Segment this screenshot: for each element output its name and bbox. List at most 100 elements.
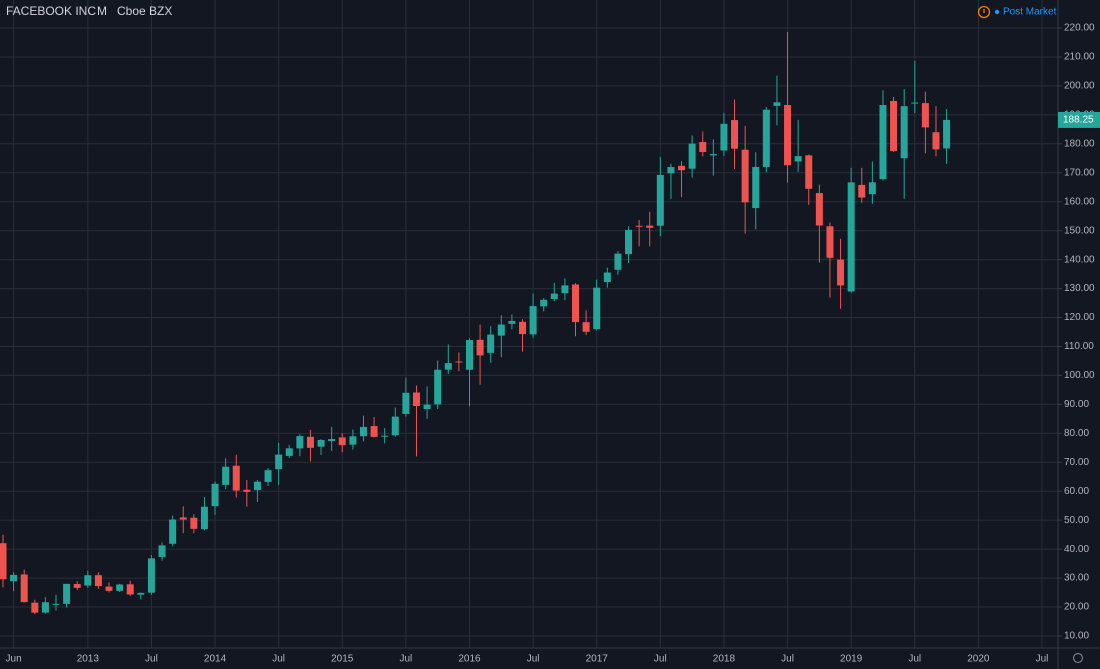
y-tick-label: 20.00 xyxy=(1064,602,1089,613)
x-tick-label: 2016 xyxy=(458,654,481,665)
x-tick-label: Jul xyxy=(781,654,794,665)
candle-body xyxy=(455,361,463,363)
candle-body xyxy=(391,416,399,436)
y-tick-label: 120.00 xyxy=(1064,312,1095,323)
candle-body xyxy=(73,584,81,588)
candle-body xyxy=(52,603,60,605)
candle-body xyxy=(752,166,760,209)
candle-body xyxy=(105,586,113,591)
candle-body xyxy=(243,489,251,492)
x-tick-label: Jul xyxy=(1036,654,1049,665)
gear[interactable] xyxy=(1072,652,1084,664)
y-tick-label: 70.00 xyxy=(1064,457,1089,468)
settings-icon[interactable] xyxy=(1072,652,1084,664)
y-tick-label: 170.00 xyxy=(1064,167,1095,178)
candle-body xyxy=(434,369,442,405)
session-dot xyxy=(994,9,1000,15)
candle-body xyxy=(126,584,134,595)
candle-body xyxy=(921,103,929,128)
candle-body xyxy=(147,558,155,593)
candle-body xyxy=(518,321,526,335)
y-tick-label: 210.00 xyxy=(1064,52,1095,63)
candle-body xyxy=(678,165,686,171)
candle-body xyxy=(296,436,304,449)
candle-body xyxy=(41,602,49,613)
candle-body xyxy=(614,253,622,270)
candle-body xyxy=(688,143,696,169)
session-label[interactable]: Post Market xyxy=(1003,7,1057,18)
y-tick-label: 180.00 xyxy=(1064,138,1095,149)
candle-body xyxy=(222,466,230,485)
candle-body xyxy=(349,436,357,445)
candle-body xyxy=(412,392,420,407)
candle-body xyxy=(731,120,739,149)
candle-body xyxy=(667,167,675,174)
candle-body xyxy=(317,439,325,447)
candle-body xyxy=(444,363,452,370)
x-tick-label: 2015 xyxy=(331,654,354,665)
candle-body xyxy=(656,174,664,226)
candle-body xyxy=(625,229,633,255)
symbol[interactable]: FACEBOOK INC xyxy=(6,4,96,18)
candle-body xyxy=(794,156,802,162)
x-tick-label: 2017 xyxy=(586,654,609,665)
candle-body xyxy=(932,132,940,150)
y-tick-label: 100.00 xyxy=(1064,370,1095,381)
x-tick-label: 2014 xyxy=(204,654,227,665)
candle-body xyxy=(868,182,876,195)
candle-body xyxy=(487,334,495,353)
candle-body xyxy=(476,339,484,356)
candle-body xyxy=(858,184,866,198)
interval[interactable]: M xyxy=(97,4,107,18)
candle-body xyxy=(338,437,346,446)
y-tick-label: 150.00 xyxy=(1064,225,1095,236)
exchange: Cboe BZX xyxy=(117,4,172,18)
candle-body xyxy=(359,426,367,437)
candle-body xyxy=(190,517,198,529)
candle-body xyxy=(10,574,18,582)
candle-body xyxy=(911,102,919,104)
x-tick-label: Jul xyxy=(272,654,285,665)
candle-body xyxy=(805,155,813,189)
last-price-tag xyxy=(1058,111,1100,128)
candle-body xyxy=(285,448,293,456)
x-tick-label: 2020 xyxy=(967,654,990,665)
y-tick-label: 140.00 xyxy=(1064,254,1095,265)
candle-body xyxy=(20,574,28,603)
y-tick-label: 60.00 xyxy=(1064,486,1089,497)
candle-body xyxy=(137,592,145,595)
candle-body xyxy=(211,483,219,507)
candle-body xyxy=(94,575,102,587)
candle-body xyxy=(275,454,283,470)
candle-body xyxy=(232,465,240,491)
candle-body xyxy=(582,322,590,332)
x-tick-label: 2018 xyxy=(713,654,736,665)
candle-body xyxy=(370,426,378,437)
x-tick-label: 2019 xyxy=(840,654,863,665)
y-tick-label: 40.00 xyxy=(1064,544,1089,555)
candle-body xyxy=(762,109,770,167)
y-tick-label: 160.00 xyxy=(1064,196,1095,207)
candle-body xyxy=(540,299,548,307)
candle-body xyxy=(815,193,823,226)
y-tick-label: 30.00 xyxy=(1064,573,1089,584)
candle-body xyxy=(720,123,728,151)
warning-icon[interactable] xyxy=(977,5,991,19)
candle-body xyxy=(646,225,654,228)
last-price-label: 188.25 xyxy=(1063,115,1094,126)
candle-body xyxy=(561,285,569,294)
candle-body xyxy=(31,602,39,613)
candle-body xyxy=(635,225,643,227)
y-tick-label: 90.00 xyxy=(1064,399,1089,410)
x-tick-label: Jul xyxy=(908,654,921,665)
candle-body xyxy=(699,142,707,152)
x-tick-label: Jun xyxy=(6,654,22,665)
candle-body xyxy=(63,583,71,604)
candle-body xyxy=(847,182,855,292)
candle-body xyxy=(879,105,887,180)
candle-body xyxy=(943,119,951,149)
candle-body xyxy=(328,439,336,442)
candle-body xyxy=(550,293,558,299)
